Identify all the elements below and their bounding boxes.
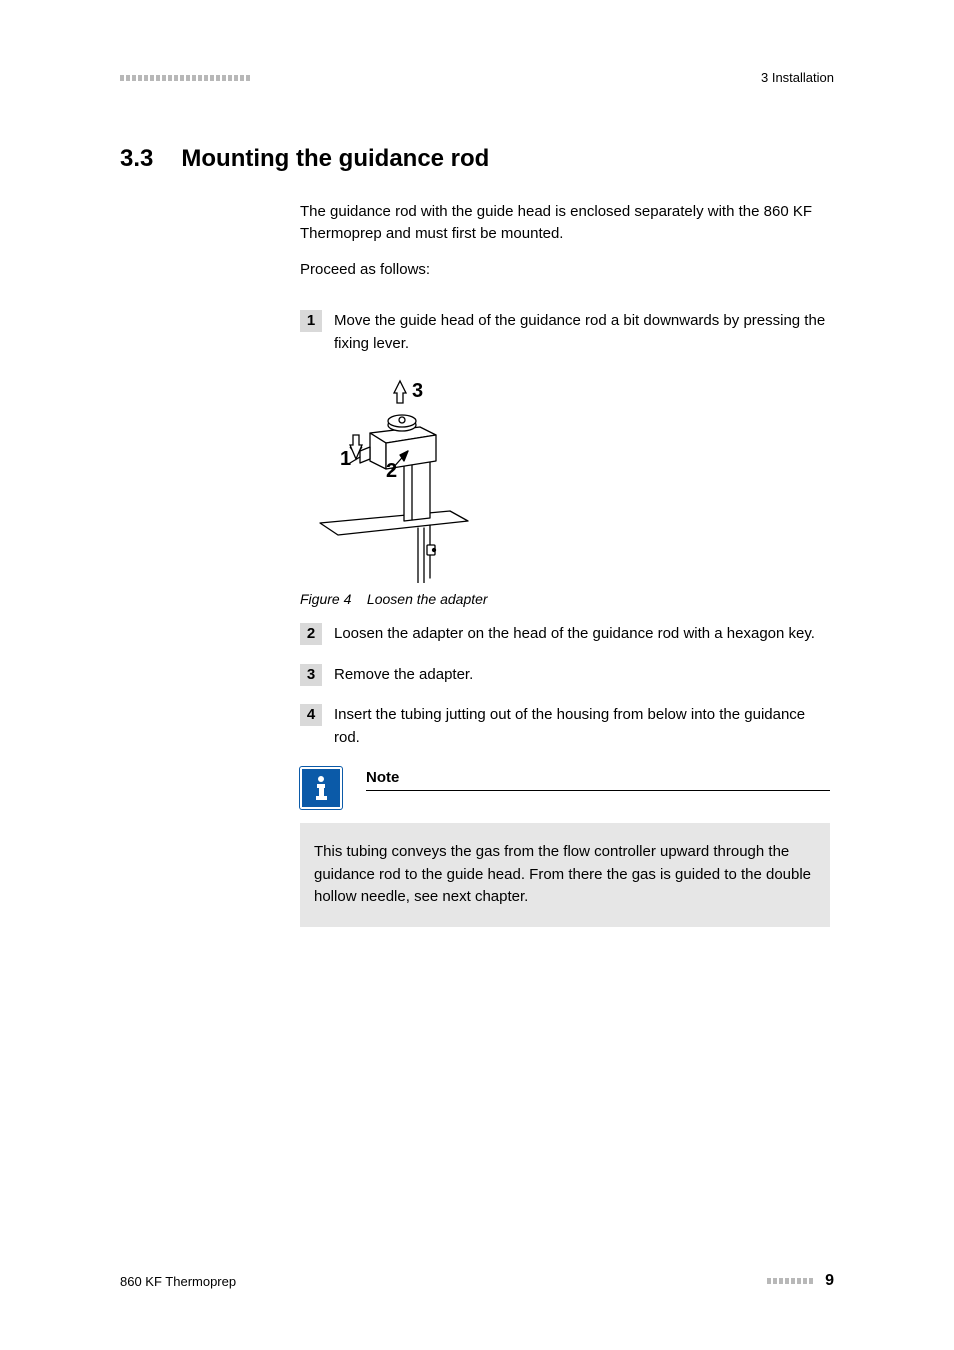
info-icon [300, 767, 342, 809]
step-item: 1 Move the guide head of the guidance ro… [300, 310, 830, 355]
step-text: Move the guide head of the guidance rod … [334, 310, 830, 355]
step-item: 3 Remove the adapter. [300, 664, 830, 687]
step-number-badge: 1 [300, 310, 322, 332]
step-item: 2 Loosen the adapter on the head of the … [300, 623, 830, 646]
step-number-badge: 4 [300, 704, 322, 726]
section-heading: 3.3 Mounting the guidance rod [120, 145, 834, 173]
page-number: 9 [825, 1272, 834, 1290]
note-header: Note [300, 767, 830, 809]
page-header: 3 Installation [120, 70, 834, 85]
step-text: Loosen the adapter on the head of the gu… [334, 623, 830, 646]
note-block: Note This tubing conveys the gas from th… [300, 767, 830, 927]
content-area: The guidance rod with the guide head is … [300, 201, 830, 927]
note-title: Note [366, 769, 830, 791]
step-text: Remove the adapter. [334, 664, 830, 687]
section-number: 3.3 [120, 145, 153, 173]
figure-callout-1: 1 [340, 448, 351, 470]
header-chapter-label: 3 Installation [761, 70, 834, 85]
page-footer: 860 KF Thermoprep 9 [120, 1272, 834, 1290]
step-item: 4 Insert the tubing jutting out of the h… [300, 704, 830, 749]
intro-paragraph-2: Proceed as follows: [300, 259, 830, 281]
section-title: Mounting the guidance rod [181, 145, 489, 173]
footer-right: 9 [767, 1272, 834, 1290]
step-number-badge: 3 [300, 664, 322, 686]
note-body: This tubing conveys the gas from the flo… [300, 823, 830, 927]
step-text: Insert the tubing jutting out of the hou… [334, 704, 830, 749]
intro-paragraph-1: The guidance rod with the guide head is … [300, 201, 830, 245]
figure-loosen-adapter: 1 2 3 Figure 4 Loosen the adapter [300, 373, 830, 607]
step-list: 1 Move the guide head of the guidance ro… [300, 310, 830, 927]
figure-caption: Figure 4 Loosen the adapter [300, 591, 830, 607]
footer-product-name: 860 KF Thermoprep [120, 1274, 236, 1289]
document-page: 3 Installation 3.3 Mounting the guidance… [0, 0, 954, 1350]
header-dashes [120, 75, 250, 81]
step-number-badge: 2 [300, 623, 322, 645]
footer-dashes [767, 1278, 813, 1284]
figure-title: Loosen the adapter [367, 591, 488, 607]
figure-callout-3: 3 [412, 380, 423, 402]
figure-number: Figure 4 [300, 591, 351, 607]
adapter-diagram: 1 2 3 [300, 373, 480, 583]
figure-callout-2: 2 [386, 460, 397, 482]
